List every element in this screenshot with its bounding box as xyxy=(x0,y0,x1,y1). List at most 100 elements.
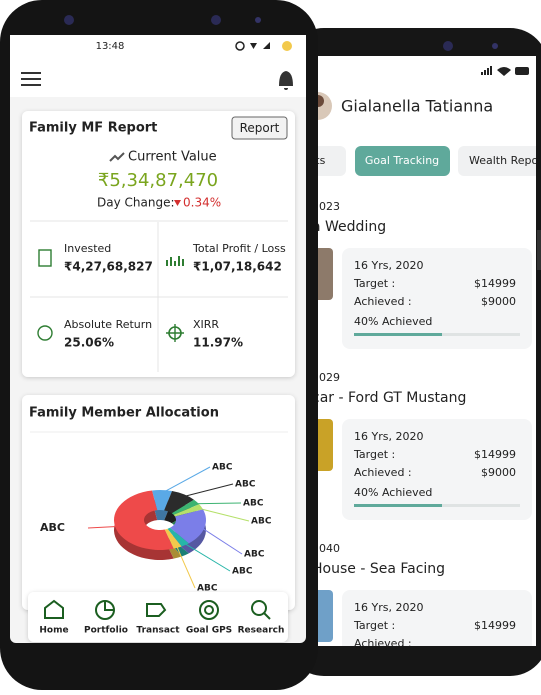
nav-label[interactable]: Home xyxy=(39,626,68,636)
status-icons xyxy=(235,41,292,51)
goal-target: $14999 xyxy=(474,619,516,632)
back-screen xyxy=(300,56,536,646)
goal-target-label: Target : xyxy=(353,619,395,632)
goal-title: car - Ford GT Mustang xyxy=(312,390,466,406)
leader-line xyxy=(161,466,211,494)
pie-segment xyxy=(170,509,206,544)
stat-label: Absolute Return xyxy=(64,318,152,331)
leader-line xyxy=(175,544,196,589)
goal-card xyxy=(342,419,532,520)
goal-year: 2029 xyxy=(312,371,340,384)
sensor xyxy=(492,43,498,49)
day-change-label: Day Change: xyxy=(97,196,175,210)
camera xyxy=(211,15,221,25)
side-button xyxy=(537,230,541,270)
tab[interactable] xyxy=(458,146,541,176)
user-name: Gialanella Tatianna xyxy=(341,97,493,116)
status-icons xyxy=(481,66,529,76)
xirr-icon-cross xyxy=(166,324,184,342)
goal-progress-label: 40% Achieved xyxy=(354,315,432,328)
goal-duration: 16 Yrs, 2020 xyxy=(354,259,423,272)
sensor xyxy=(255,17,261,23)
stat-label: Invested xyxy=(64,242,111,255)
nav-label[interactable]: Research xyxy=(238,626,285,636)
stat-value: 25.06% xyxy=(64,336,114,350)
goal-year: 2023 xyxy=(312,200,340,213)
leader-line xyxy=(182,542,231,572)
pie-segment xyxy=(152,490,173,511)
progress-fill xyxy=(354,333,442,336)
stat-value: 11.97% xyxy=(193,336,243,350)
pie-segment xyxy=(173,504,204,517)
menu-button[interactable] xyxy=(21,72,41,86)
stat-value: ₹4,27,68,827 xyxy=(64,260,153,274)
current-value-label: Current Value xyxy=(128,150,217,165)
allocation-title: Family Member Allocation xyxy=(29,406,219,421)
pie-label: ABC xyxy=(40,521,65,534)
down-arrow xyxy=(174,200,181,206)
leader-line xyxy=(87,525,120,529)
profit-icon xyxy=(166,256,184,266)
leader-line xyxy=(193,502,242,505)
pie-label: ABC xyxy=(197,584,218,594)
goal-achieved: $9000 xyxy=(481,466,516,479)
tab-label[interactable]: Goal Tracking xyxy=(365,154,439,167)
goal-target-label: Target : xyxy=(353,448,395,461)
goal-achieved-label: Achieved : xyxy=(354,637,412,650)
goal-target: $14999 xyxy=(474,448,516,461)
pie-label: ABC xyxy=(232,567,253,577)
leader-line xyxy=(181,483,234,498)
bell-button[interactable] xyxy=(279,71,293,90)
goal-card xyxy=(342,248,532,349)
pie-segment xyxy=(164,491,194,514)
pie-label: ABC xyxy=(244,550,265,560)
pie-label: ABC xyxy=(235,480,256,490)
report-button-label[interactable]: Report xyxy=(240,121,280,135)
trend-icon xyxy=(109,152,125,162)
sensor xyxy=(64,15,74,25)
report-button[interactable] xyxy=(231,116,288,140)
invested-icon xyxy=(38,249,52,267)
nav-icons xyxy=(44,599,271,620)
stat-value: ₹1,07,18,642 xyxy=(193,260,282,274)
leader-line xyxy=(200,526,243,555)
goal-duration: 16 Yrs, 2020 xyxy=(354,601,423,614)
goal-achieved: $9000 xyxy=(481,295,516,308)
pie-segment xyxy=(164,528,182,549)
progress-fill xyxy=(354,504,442,507)
day-change: 0.34% xyxy=(183,196,221,210)
pie-segment xyxy=(167,527,189,547)
pie-label: ABC xyxy=(243,499,264,509)
nav-label[interactable]: Transact xyxy=(136,626,180,636)
stat-label: XIRR xyxy=(193,318,219,331)
stat-label: Total Profit / Loss xyxy=(192,242,286,255)
goal-title: a Wedding xyxy=(312,219,386,235)
tab-label[interactable]: Wealth Repor xyxy=(469,154,541,167)
pie-label: ABC xyxy=(212,463,233,473)
goal-achieved-label: Achieved : xyxy=(354,466,412,479)
goal-target: $14999 xyxy=(474,277,516,290)
goal-duration: 16 Yrs, 2020 xyxy=(354,430,423,443)
app-bar xyxy=(10,35,306,97)
pie-segment xyxy=(171,499,200,515)
leader-line xyxy=(197,507,250,522)
pie-label: ABC xyxy=(251,517,272,527)
nav-label[interactable]: Portfolio xyxy=(84,626,128,636)
current-value: ₹5,34,87,470 xyxy=(98,170,218,191)
goal-target-label: Target : xyxy=(353,277,395,290)
camera xyxy=(443,41,453,51)
goal-card xyxy=(342,590,532,646)
status-time: 13:48 xyxy=(96,41,125,52)
tab-active[interactable] xyxy=(355,146,450,176)
goal-title: House - Sea Facing xyxy=(312,561,445,577)
goal-progress-label: 40% Achieved xyxy=(354,486,432,499)
report-title: Family MF Report xyxy=(29,121,157,136)
goal-achieved-label: Achieved : xyxy=(354,295,412,308)
goal-year: 2040 xyxy=(312,542,340,555)
return-icon xyxy=(37,325,53,341)
pie-segment xyxy=(114,490,174,550)
nav-label[interactable]: Goal GPS xyxy=(186,626,232,636)
